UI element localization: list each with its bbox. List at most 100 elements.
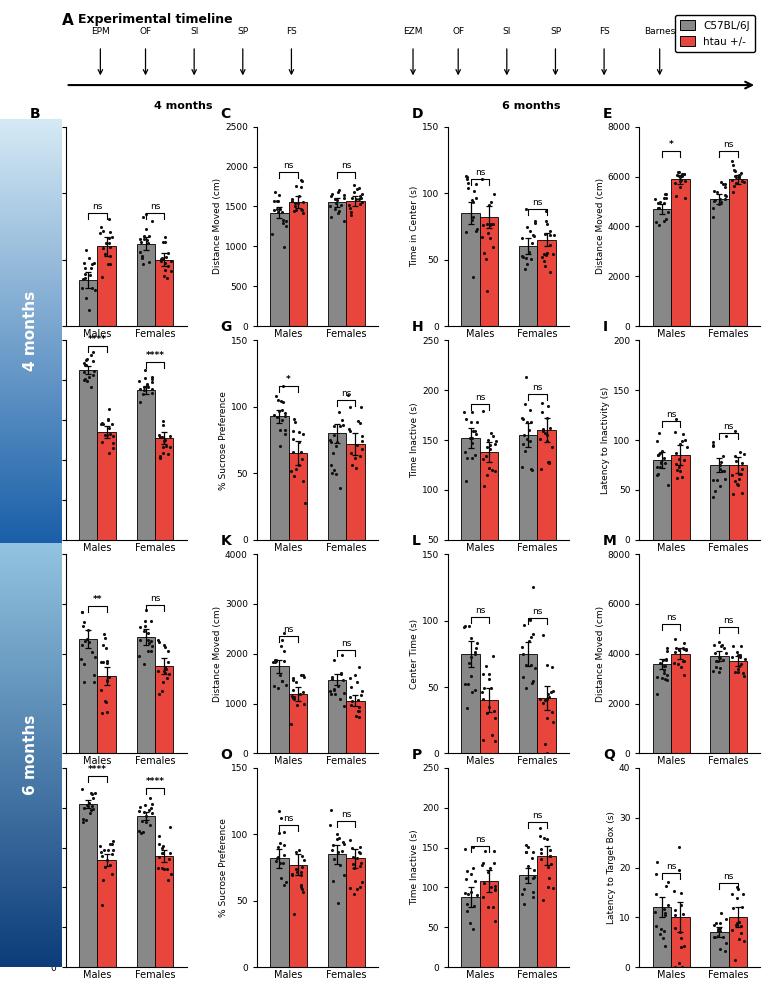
Point xyxy=(353,699,365,715)
Point xyxy=(516,249,529,265)
Point xyxy=(80,371,92,387)
Point xyxy=(270,388,283,404)
Point xyxy=(144,817,156,833)
Bar xyxy=(346,444,364,540)
Point xyxy=(277,625,290,641)
Point xyxy=(348,184,361,199)
Point xyxy=(346,457,358,473)
Point xyxy=(726,173,739,188)
Point xyxy=(139,618,151,634)
Point xyxy=(461,170,473,186)
Point xyxy=(353,844,365,860)
Point xyxy=(726,650,738,666)
Text: SP: SP xyxy=(550,27,561,36)
Point xyxy=(350,460,362,476)
Point xyxy=(154,450,167,466)
Point xyxy=(165,263,178,279)
Point xyxy=(80,290,92,306)
Point xyxy=(653,195,665,211)
Point xyxy=(715,175,727,190)
Point xyxy=(162,258,174,274)
Point xyxy=(711,472,723,488)
Point xyxy=(270,409,283,425)
Point xyxy=(649,190,662,206)
Point xyxy=(661,640,673,656)
Point xyxy=(272,392,284,408)
Point xyxy=(157,837,169,853)
Point xyxy=(158,659,171,675)
Point xyxy=(720,911,732,927)
Point xyxy=(482,667,495,682)
Point xyxy=(733,170,746,186)
Point xyxy=(347,177,360,192)
Point xyxy=(462,618,475,634)
Point xyxy=(290,844,303,860)
Point xyxy=(735,466,747,482)
Point xyxy=(142,802,154,817)
Point xyxy=(708,184,720,199)
Point xyxy=(738,174,750,189)
Point xyxy=(676,469,689,485)
Point xyxy=(729,473,741,489)
Point xyxy=(678,654,690,670)
Point xyxy=(516,436,529,452)
Point xyxy=(331,434,344,450)
Point xyxy=(331,678,344,693)
Point xyxy=(134,381,147,397)
Point xyxy=(469,647,481,663)
Point xyxy=(717,652,730,668)
Point xyxy=(466,922,479,937)
Point xyxy=(662,204,675,220)
Point xyxy=(296,473,309,489)
Point xyxy=(100,672,113,687)
Point xyxy=(326,465,338,481)
Point xyxy=(327,445,339,461)
Point xyxy=(659,907,672,923)
Point xyxy=(161,671,173,686)
Point xyxy=(544,848,557,864)
Point xyxy=(151,860,164,876)
Point xyxy=(347,886,360,902)
Point xyxy=(713,649,725,665)
Point xyxy=(462,886,475,902)
Point xyxy=(286,192,299,208)
Point xyxy=(482,459,495,475)
Point xyxy=(525,461,537,477)
Point xyxy=(520,844,533,860)
Point xyxy=(294,444,306,460)
Point xyxy=(543,870,555,886)
Point xyxy=(144,790,157,806)
Point xyxy=(100,852,113,868)
Point xyxy=(140,221,152,237)
Point xyxy=(287,432,300,447)
Point xyxy=(733,471,746,487)
Point xyxy=(546,703,558,719)
Point xyxy=(541,433,554,448)
Point xyxy=(516,230,528,246)
Point xyxy=(146,374,158,390)
Point xyxy=(485,879,497,895)
Point xyxy=(541,657,554,673)
Point xyxy=(293,188,305,204)
Point xyxy=(290,675,302,690)
Bar xyxy=(79,280,97,326)
Point xyxy=(677,906,689,922)
Point xyxy=(89,282,101,298)
Point xyxy=(660,878,672,894)
Point xyxy=(137,208,149,224)
Point xyxy=(674,169,686,185)
Point xyxy=(96,415,108,431)
Point xyxy=(83,806,96,821)
Point xyxy=(88,785,100,801)
Point xyxy=(517,896,530,912)
Bar xyxy=(155,666,174,754)
Point xyxy=(659,672,671,687)
Point xyxy=(540,203,553,219)
Point xyxy=(676,168,689,184)
Text: ns: ns xyxy=(92,202,103,211)
Point xyxy=(517,670,530,685)
Point xyxy=(520,680,532,695)
Point xyxy=(653,655,665,671)
Point xyxy=(269,653,282,669)
Point xyxy=(726,900,739,916)
